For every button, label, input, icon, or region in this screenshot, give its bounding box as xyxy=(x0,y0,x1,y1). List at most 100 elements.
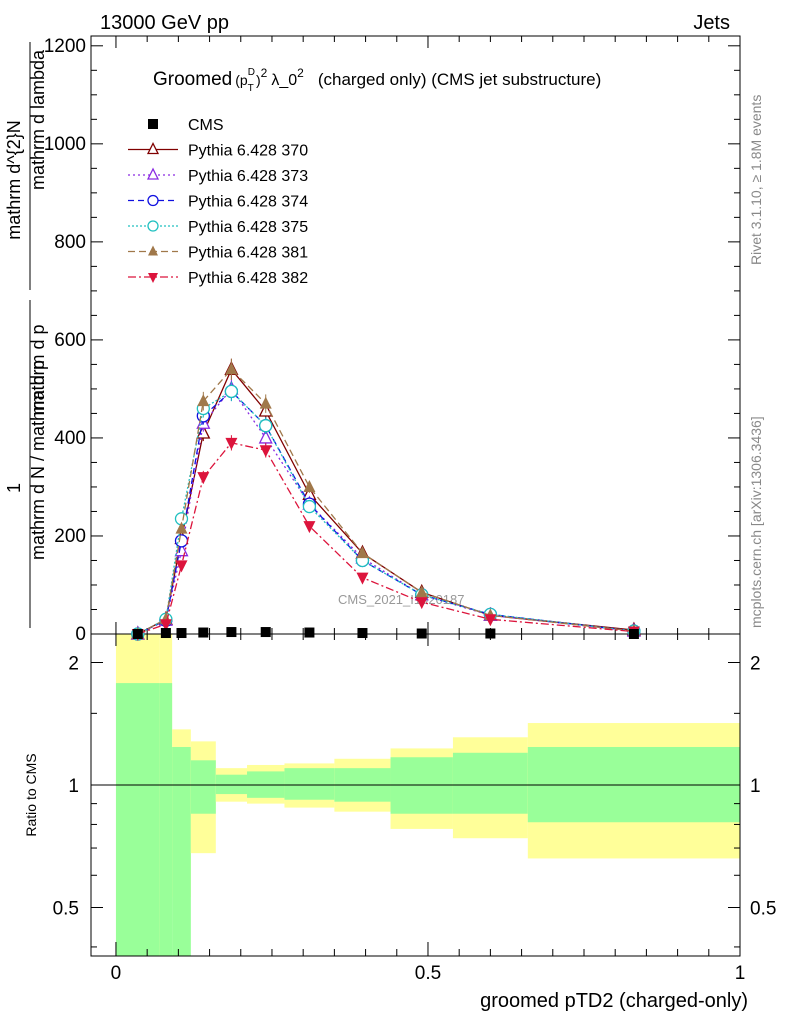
ratio-bands xyxy=(115,634,740,956)
side-label-bottom: mcplots.cern.ch [arXiv:1306.3436] xyxy=(748,416,764,628)
band-inner xyxy=(190,760,216,814)
legend-item: Pythia 6.428 373 xyxy=(128,167,308,185)
x-tick-label: 0.5 xyxy=(415,963,441,984)
marker-triangle xyxy=(146,142,160,155)
ratio-ylabel: Ratio to CMS xyxy=(23,753,39,836)
marker-triangle-down xyxy=(148,273,158,283)
marker-square xyxy=(176,628,187,639)
x-tick-label: 1 xyxy=(735,963,746,984)
band-inner xyxy=(452,752,528,814)
header-left: 13000 GeV pp xyxy=(100,12,229,34)
legend-label: Pythia 6.428 373 xyxy=(188,168,308,185)
title-close: ) xyxy=(256,72,261,88)
series-pythia-6.428-382 xyxy=(131,435,640,641)
ratio-y-tick-label: 2 xyxy=(68,654,79,675)
marker-triangle-down xyxy=(484,614,497,627)
band-inner xyxy=(172,746,191,956)
marker-triangle-filled xyxy=(259,396,272,409)
ratio-y-tick-label-right: 1 xyxy=(750,776,761,797)
title-sub: T xyxy=(248,83,254,94)
band-inner xyxy=(215,774,248,795)
ratio-frame xyxy=(90,633,741,957)
marker-triangle-filled xyxy=(415,585,428,598)
marker-triangle-down xyxy=(159,619,172,632)
chart-title: Groomed (pTD)2 λ_02 (charged only) (CMS jet… xyxy=(153,66,601,94)
legend-item: CMS xyxy=(148,117,224,134)
marker-triangle-filled xyxy=(356,546,369,559)
title-p: (p xyxy=(235,72,248,88)
title-lambda: λ_0 xyxy=(271,72,297,89)
marker-triangle-filled xyxy=(303,479,316,492)
ylabel-frac-top-a: mathrm d p xyxy=(28,324,48,415)
title-sup-lambda: 2 xyxy=(297,66,304,80)
legend-label: Pythia 6.428 375 xyxy=(188,219,308,236)
legend-item: Pythia 6.428 381 xyxy=(128,245,308,262)
marker-square xyxy=(198,627,209,638)
marker-triangle-down xyxy=(175,560,188,573)
marker-square xyxy=(304,627,315,638)
marker-circle xyxy=(259,419,273,433)
marker-triangle-filled xyxy=(175,521,188,534)
marker-triangle-filled xyxy=(197,394,210,407)
ylabel-one: 1 xyxy=(4,483,24,493)
ylabel-numerator-top: mathrm d^{2}N xyxy=(4,120,24,240)
title-sup2: 2 xyxy=(261,66,268,80)
side-label-top: Rivet 3.1.10, ≥ 1.8M events xyxy=(748,95,764,265)
ratio-y-tick-label: 1 xyxy=(68,776,79,797)
legend-label: CMS xyxy=(188,117,224,134)
marker-circle xyxy=(302,499,317,514)
marker-triangle-down xyxy=(356,572,369,585)
title-tail: (charged only) (CMS jet substructure) xyxy=(318,70,601,89)
marker-square xyxy=(132,629,143,639)
series-layer xyxy=(130,358,641,641)
legend-item: Pythia 6.428 382 xyxy=(128,270,308,287)
band-inner xyxy=(115,683,160,956)
ratio-y-tick-label: 0.5 xyxy=(53,898,79,919)
ylabel-frac-bottom: mathrm d N / mathrm d p xyxy=(28,360,48,560)
marker-circle xyxy=(147,220,159,232)
y-tick-label: 600 xyxy=(54,330,86,351)
marker-triangle-down xyxy=(259,445,272,458)
x-tick-label: 0 xyxy=(111,963,122,984)
legend-item: Pythia 6.428 375 xyxy=(128,219,308,236)
marker-triangle-filled xyxy=(148,245,158,256)
y-tick-label: 1200 xyxy=(44,36,86,57)
ratio-y-tick-label-right: 0.5 xyxy=(750,898,776,919)
marker-circle xyxy=(174,534,189,548)
y-tick-label: 200 xyxy=(54,526,86,547)
marker-square xyxy=(416,628,427,639)
marker-triangle-filled xyxy=(225,362,238,375)
y-tick-label: 1000 xyxy=(44,134,86,155)
title-sup-d: D xyxy=(248,67,255,78)
legend-item: Pythia 6.428 374 xyxy=(128,194,308,211)
band-inner xyxy=(159,683,173,956)
legend-label: Pythia 6.428 370 xyxy=(188,143,308,160)
legend-label: Pythia 6.428 382 xyxy=(188,270,308,287)
y-tick-label: 800 xyxy=(54,232,86,253)
marker-square xyxy=(226,627,237,638)
band-inner xyxy=(284,768,335,800)
y-tick-label: 0 xyxy=(75,624,86,645)
marker-circle xyxy=(224,384,239,399)
marker-triangle-down xyxy=(303,521,316,534)
series-cms xyxy=(132,627,639,639)
marker-square xyxy=(260,627,271,638)
marker-square xyxy=(357,628,368,639)
marker-square xyxy=(160,628,171,639)
title-lead: Groomed xyxy=(153,69,232,90)
marker-triangle-down xyxy=(197,472,210,485)
ylabel-frac-top-b: mathrm d lambda xyxy=(28,49,48,190)
y-axis-label: mathrm d p mathrm d lambda mathrm d^{2}N… xyxy=(4,42,48,628)
legend-label: Pythia 6.428 381 xyxy=(188,245,308,262)
marker-circle xyxy=(147,194,159,207)
legend: CMS Pythia 6.428 370 Pythia 6.428 373 Pythi… xyxy=(128,117,308,287)
y-tick-label: 400 xyxy=(54,428,86,449)
marker-triangle-down xyxy=(415,597,428,610)
marker-square xyxy=(628,629,639,639)
ratio-y-tick-label-right: 2 xyxy=(750,654,761,675)
marker-square xyxy=(148,119,158,129)
marker-square xyxy=(485,628,496,639)
legend-item: Pythia 6.428 370 xyxy=(128,142,308,160)
x-axis-label: groomed pTD2 (charged-only) xyxy=(480,990,748,1012)
